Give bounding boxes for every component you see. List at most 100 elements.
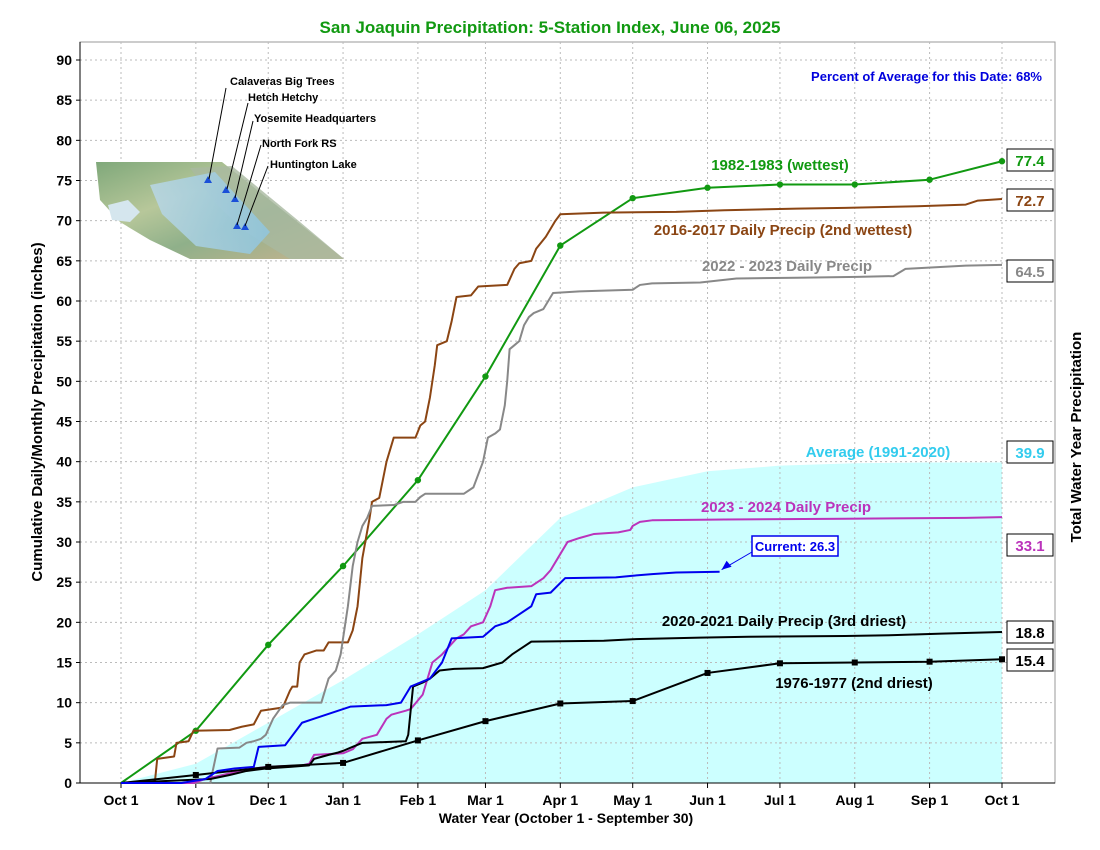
series-5-point-7 — [704, 669, 711, 676]
series-0-point-11 — [998, 158, 1006, 165]
x-tick-label-5: Mar 1 — [467, 792, 504, 808]
leader-yosemite — [234, 120, 254, 199]
y-tick-label-45: 45 — [56, 414, 72, 430]
y-tick-label-60: 60 — [56, 293, 72, 309]
y-tick-label-70: 70 — [56, 213, 72, 229]
y-tick-label-40: 40 — [56, 454, 72, 470]
y-tick-label-15: 15 — [56, 655, 72, 671]
series-5-point-5 — [557, 700, 564, 707]
average-total-box — [1006, 440, 1054, 464]
series-labels: Average (1991-2020) 39.9 1982-1983 (wettes… — [654, 148, 1054, 692]
gridlines — [80, 42, 1055, 783]
series-label-4: 2020-2021 Daily Precip (3rd driest) — [662, 613, 906, 630]
series-0-point-3 — [414, 476, 422, 484]
series-5-point-2 — [340, 759, 347, 766]
y-tick-label-55: 55 — [56, 333, 72, 349]
series-label-2: 2022 - 2023 Daily Precip — [702, 258, 872, 275]
x-tick-label-10: Aug 1 — [835, 792, 874, 808]
series-0-point-2 — [339, 562, 347, 570]
x-tick-label-6: Apr 1 — [542, 792, 578, 808]
series-5-point-1 — [265, 763, 272, 770]
series-5-point-4 — [482, 718, 489, 725]
series-total-2-value: 64.5 — [1015, 264, 1044, 281]
series-label-5: 1976-1977 (2nd driest) — [775, 675, 933, 692]
station-label-north-fork: North Fork RS — [262, 138, 337, 150]
series-label-0: 1982-1983 (wettest) — [711, 157, 849, 174]
series-5-point-6 — [629, 698, 636, 705]
y-tick-label-85: 85 — [56, 92, 72, 108]
y-tick-label-25: 25 — [56, 574, 72, 590]
series-5-point-0 — [192, 771, 199, 778]
series-line-3 — [121, 516, 1003, 784]
x-tick-label-2: Dec 1 — [250, 792, 288, 808]
x-tick-label-1: Nov 1 — [177, 792, 215, 808]
series-total-2-box — [1006, 259, 1054, 283]
station-marker-huntington — [241, 223, 249, 230]
station-label-yosemite: Yosemite Headquarters — [254, 113, 376, 125]
y-tick-label-75: 75 — [56, 173, 72, 189]
series-0-point-5 — [557, 242, 564, 249]
series-0-point-8 — [776, 181, 784, 188]
series-0-point-4 — [482, 373, 489, 380]
axes: 0 5 10 15 20 25 30 35 40 45 50 55 60 65 70 75 80 85 90 Oct … — [56, 42, 1055, 808]
x-tick-label-4: Feb 1 — [400, 792, 437, 808]
series-total-1-box — [1006, 188, 1054, 212]
series-total-1-value: 72.7 — [1015, 193, 1044, 210]
series-5-point-3 — [414, 737, 421, 744]
x-tick-label-9: Jul 1 — [764, 792, 796, 808]
series-5-point-11 — [999, 656, 1005, 663]
y-tick-label-30: 30 — [56, 534, 72, 550]
station-label-huntington: Huntington Lake — [270, 159, 357, 171]
series-total-4-box — [1006, 620, 1054, 644]
map-basin — [150, 172, 270, 254]
series-line-1 — [121, 197, 1003, 784]
series-total-3-box — [1006, 533, 1054, 557]
x-tick-label-8: Jun 1 — [689, 792, 726, 808]
y-tick-label-35: 35 — [56, 494, 72, 510]
station-label-hetch-hetchy: Hetch Hetchy — [248, 92, 319, 104]
series-line-6 — [121, 570, 720, 784]
station-marker-hetch-hetchy — [222, 186, 230, 193]
station-marker-north-fork — [233, 222, 241, 229]
y-tick-label-80: 80 — [56, 132, 72, 148]
series-total-4-value: 18.8 — [1015, 625, 1044, 642]
y-axis-label: Cumulative Daily/Monthly Precipitation (… — [29, 242, 46, 581]
series-total-3-value: 33.1 — [1015, 538, 1044, 555]
series-0-point-1 — [265, 641, 272, 649]
series-label-1: 2016-2017 Daily Precip (2nd wettest) — [654, 222, 912, 239]
x-tick-label-3: Jan 1 — [325, 792, 361, 808]
series-total-5-value: 15.4 — [1015, 653, 1045, 670]
y-tick-label-5: 5 — [64, 735, 72, 751]
y-tick-label-10: 10 — [56, 695, 72, 711]
station-label-calaveras: Calaveras Big Trees — [230, 76, 335, 88]
series-total-0-box — [1006, 148, 1054, 172]
station-marker-yosemite — [231, 195, 239, 202]
series-line-2 — [121, 263, 1003, 784]
series-5-point-8 — [776, 660, 783, 667]
map-bay-water — [108, 200, 140, 222]
series-lines — [120, 158, 1006, 784]
x-tick-label-11: Sep 1 — [911, 792, 949, 808]
series-total-0-value: 77.4 — [1015, 153, 1045, 170]
series-5-point-9 — [851, 659, 858, 666]
current-arrowhead — [721, 560, 732, 570]
leader-hetch-hetchy — [226, 102, 249, 190]
series-label-3: 2023 - 2024 Daily Precip — [701, 499, 871, 516]
station-markers — [204, 176, 249, 230]
series-0-point-9 — [851, 181, 858, 188]
station-map-inset: Calaveras Big Trees Hetch Hetchy Yosemit… — [96, 76, 376, 259]
y-tick-label-65: 65 — [56, 253, 72, 269]
x-axis-label: Water Year (October 1 - September 30) — [439, 810, 693, 826]
y-axis-right-label: Total Water Year Precipitation — [1068, 332, 1085, 543]
y-tick-label-20: 20 — [56, 614, 72, 630]
average-total-value: 39.9 — [1015, 445, 1044, 462]
series-0-point-6 — [629, 194, 636, 202]
series-5-point-10 — [926, 658, 933, 665]
x-tick-label-0: Oct 1 — [103, 792, 138, 808]
y-tick-label-90: 90 — [56, 52, 72, 68]
y-tick-label-0: 0 — [64, 775, 72, 791]
station-leaders — [208, 87, 269, 227]
series-total-5-box — [1006, 648, 1054, 672]
series-0-point-10 — [926, 176, 933, 183]
series-0-point-7 — [704, 184, 711, 191]
